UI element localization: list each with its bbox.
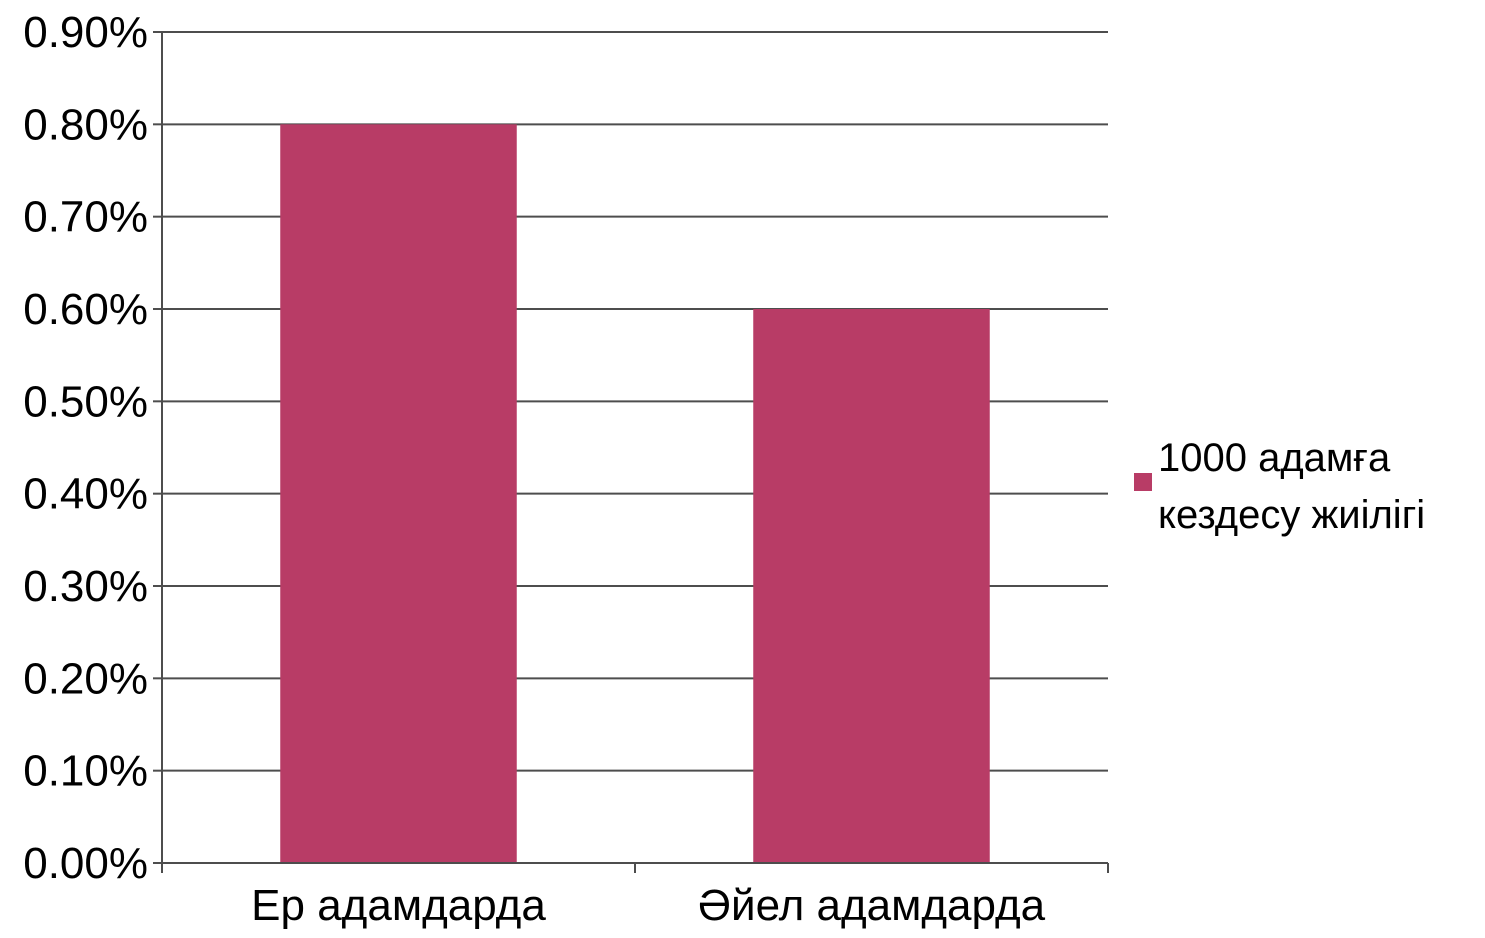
y-tick-label: 0.10%: [23, 747, 148, 796]
y-tick-label: 0.50%: [23, 377, 148, 426]
y-tick-labels: 0.00% 0.10% 0.20% 0.30% 0.40% 0.50% 0.60% 0.70%…: [23, 8, 148, 888]
legend-swatch: [1134, 473, 1152, 491]
y-tick-label: 0.80%: [23, 100, 148, 149]
y-tick-label: 0.70%: [23, 193, 148, 242]
y-tick-label: 0.00%: [23, 839, 148, 888]
bars: [280, 124, 990, 864]
legend-label-line-2: кездесу жиілігі: [1158, 493, 1425, 537]
bar: [753, 309, 990, 863]
legend-label-line-1: 1000 адамға: [1158, 436, 1391, 480]
legend: 1000 адамға кездесу жиілігі: [1134, 436, 1425, 537]
axes: [153, 31, 1109, 873]
bar: [280, 124, 517, 864]
y-tick-label: 0.60%: [23, 285, 148, 334]
y-tick-label: 0.40%: [23, 470, 148, 519]
y-tick-label: 0.90%: [23, 8, 148, 57]
x-category-label: Әйел адамдарда: [698, 881, 1046, 930]
y-tick-label: 0.20%: [23, 654, 148, 703]
y-tick-label: 0.30%: [23, 562, 148, 611]
x-category-label: Ер адамдарда: [251, 881, 546, 930]
x-category-labels: Ер адамдарда Әйел адамдарда: [251, 881, 1045, 930]
